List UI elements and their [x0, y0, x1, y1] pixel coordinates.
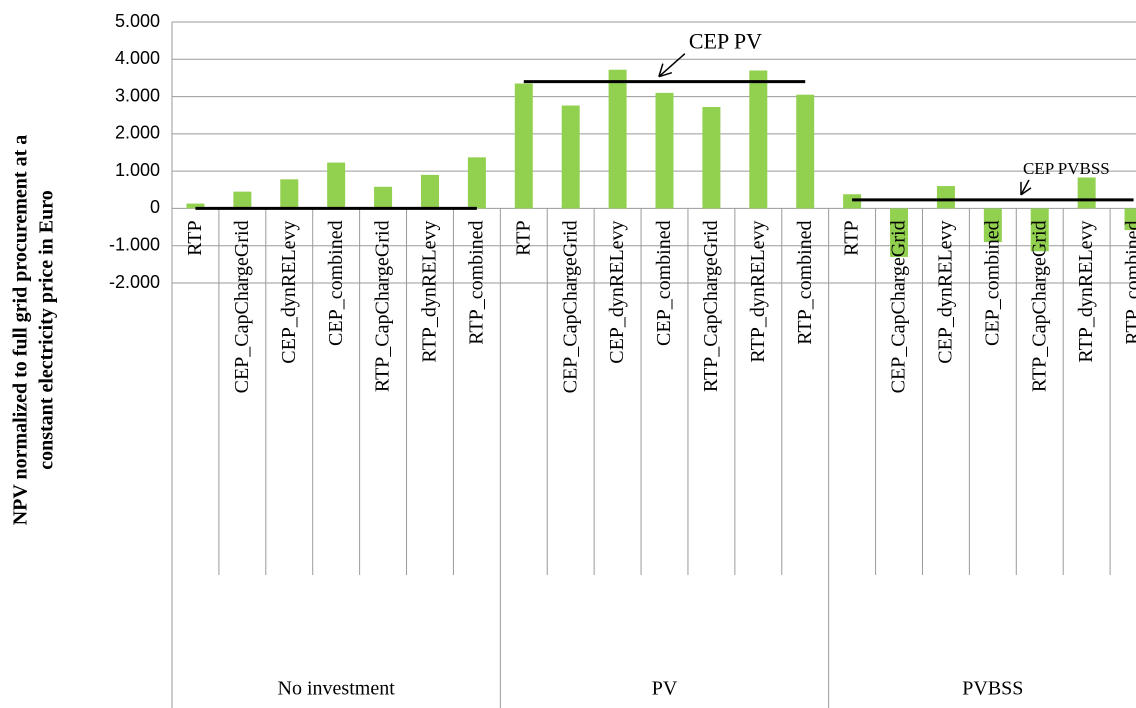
x-tick-label: RTP: [184, 220, 206, 255]
bar: [1077, 177, 1096, 209]
x-tick-label: CEP_combined: [653, 220, 675, 346]
x-tick-label: CEP_CapChargeGrid: [888, 220, 910, 393]
y-tick-label: 1.000: [115, 160, 160, 180]
y-tick-label: 5.000: [115, 11, 160, 31]
arrow-head: [658, 63, 673, 78]
bar: [374, 186, 393, 209]
x-tick-label: RTP_CapChargeGrid: [700, 220, 722, 392]
x-tick-label: CEP_CapChargeGrid: [559, 220, 581, 393]
annotation-arrow: [658, 53, 686, 78]
x-tick-label: RTP_dynRELevy: [1075, 220, 1097, 362]
bar: [936, 186, 955, 209]
x-tick-label: CEP_dynRELevy: [606, 220, 628, 363]
bar: [467, 157, 486, 209]
y-tick-label: -1.000: [109, 234, 160, 254]
x-tick-label: RTP_combined: [465, 220, 487, 344]
bar: [280, 179, 299, 209]
y-tick-label: 2.000: [115, 123, 160, 143]
y-tick-label: -2.000: [109, 272, 160, 292]
x-tick-label: RTP_CapChargeGrid: [1028, 220, 1050, 392]
y-tick-label: 3.000: [115, 85, 160, 105]
group-label: PVBSS: [962, 678, 1023, 700]
annotation: CEP PV: [689, 29, 762, 54]
bar: [749, 70, 768, 209]
bar: [514, 83, 533, 209]
x-tick-label: CEP_combined: [981, 220, 1003, 346]
x-tick-label: RTP_dynRELevy: [419, 220, 441, 362]
bar: [420, 174, 439, 209]
arrow-head: [1020, 181, 1032, 196]
y-tick-label: 0: [150, 197, 160, 217]
bar: [608, 69, 627, 209]
x-tick-label: RTP: [841, 220, 863, 255]
bar: [1030, 208, 1049, 252]
y-axis-title: constant electricity price in Euro: [36, 190, 58, 470]
x-tick-label: RTP_CapChargeGrid: [372, 220, 394, 392]
annotation: CEP PVBSS: [1023, 159, 1110, 178]
x-tick-label: RTP_combined: [794, 220, 816, 344]
group-label: PV: [652, 678, 678, 700]
y-tick-label: 4.000: [115, 48, 160, 68]
bar: [655, 92, 674, 209]
x-tick-label: CEP_CapChargeGrid: [231, 220, 253, 393]
bar: [233, 191, 252, 209]
bar: [186, 203, 205, 209]
group-label: No investment: [278, 678, 396, 700]
y-axis-title: NPV normalized to full grid procurement …: [10, 135, 32, 526]
x-tick-label: RTP: [512, 220, 534, 255]
bar: [561, 105, 580, 209]
x-tick-label: CEP_dynRELevy: [935, 220, 957, 363]
bar: [327, 162, 346, 209]
x-tick-label: RTP_dynRELevy: [747, 220, 769, 362]
annotation-arrow: [1020, 179, 1030, 196]
bar: [702, 107, 721, 209]
x-tick-label: CEP_dynRELevy: [278, 220, 300, 363]
bar: [890, 208, 909, 257]
bar: [1124, 208, 1136, 231]
x-tick-label: CEP_combined: [325, 220, 347, 346]
bar: [796, 94, 815, 209]
bar: [983, 208, 1002, 242]
x-tick-label: RTP_combined: [1122, 220, 1136, 344]
